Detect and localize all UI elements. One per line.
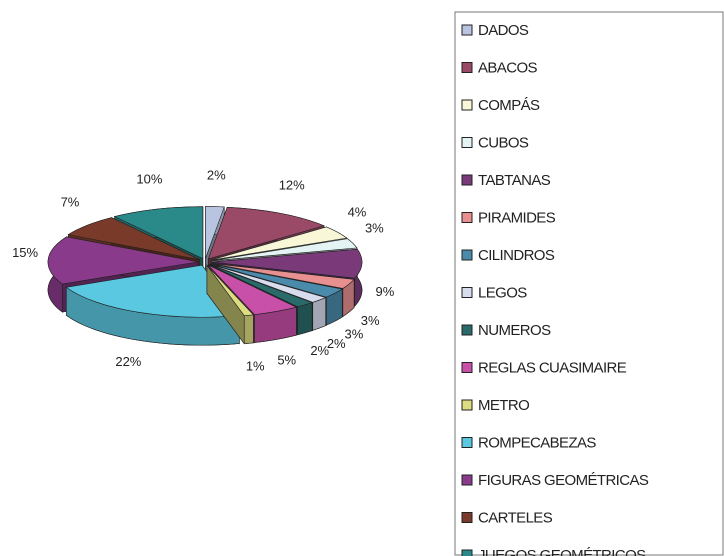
legend-label: CUBOS: [478, 134, 529, 151]
slice: [211, 248, 363, 279]
legend: DADOS ABACOS COMPÁS CUBOS TABTANAS PIRAMIDES C…: [461, 22, 649, 556]
slice: [113, 206, 204, 260]
legend-label: CILINDROS: [478, 247, 555, 264]
data-label: 7%: [61, 195, 80, 210]
legend-label: COMPÁS: [478, 97, 540, 114]
legend-swatch: [461, 474, 473, 486]
slice: [210, 226, 348, 261]
data-label: 3%: [361, 313, 380, 328]
legend-swatch: [461, 137, 473, 148]
legend-swatch: [461, 99, 473, 111]
data-label: 9%: [376, 284, 395, 299]
legend-swatch: [461, 437, 473, 448]
data-label: 4%: [348, 205, 367, 220]
legend-swatch: [461, 249, 473, 261]
data-label: 3%: [344, 326, 363, 341]
slice: [207, 264, 298, 315]
slice-edge: [297, 302, 313, 336]
data-label: 1%: [246, 358, 265, 373]
legend-label: LEGOS: [478, 284, 527, 301]
legend-label: REGLAS CUASIMAIRE: [478, 359, 627, 376]
slice-edge: [243, 314, 254, 345]
data-label: 2%: [207, 168, 226, 183]
slice: [210, 263, 344, 298]
legend-swatch: [461, 324, 473, 336]
legend-label: DADOS: [478, 22, 529, 39]
legend-swatch: [461, 24, 473, 36]
data-label: 22%: [115, 354, 141, 369]
slice: [205, 206, 225, 259]
slice: [209, 264, 314, 308]
data-label: 5%: [277, 353, 296, 368]
data-label: 10%: [136, 171, 162, 186]
legend-swatch: [461, 174, 473, 186]
legend-label: ROMPECABEZAS: [478, 434, 596, 451]
legend-swatch: [461, 512, 473, 523]
slice-edge: [312, 297, 326, 331]
slice: [206, 265, 254, 317]
data-label: 3%: [365, 220, 384, 235]
data-label: 2%: [310, 343, 329, 358]
legend-swatch: [461, 399, 473, 411]
legend-box: [454, 11, 724, 556]
legend-label: CARTELES: [478, 509, 553, 526]
data-label: 2%: [327, 336, 346, 351]
legend-label: FIGURAS GEOMÉTRICAS: [478, 472, 649, 489]
legend-label: PIRAMIDES: [478, 209, 556, 226]
legend-swatch: [461, 212, 473, 223]
legend-label: JUEGOS GEOMÉTRICOS: [478, 547, 646, 556]
legend-swatch: [461, 549, 473, 556]
legend-label: TABTANAS: [478, 172, 551, 189]
legend-label: ABACOS: [478, 59, 538, 76]
data-label: 15%: [12, 245, 38, 260]
data-label: 12%: [279, 177, 305, 192]
slice: [67, 217, 200, 260]
slice: [207, 207, 325, 260]
legend-label: NUMEROS: [478, 322, 551, 339]
slice: [47, 236, 199, 285]
legend-swatch: [461, 362, 473, 373]
legend-swatch: [461, 287, 473, 298]
legend-label: METRO: [478, 397, 529, 414]
pie: [47, 206, 363, 346]
legend-swatch: [461, 62, 473, 73]
slice: [211, 263, 355, 289]
labels: 2%12%4%3%9%3%3%2%2%5%1%22%15%7%10%: [12, 168, 395, 374]
slice: [65, 264, 240, 318]
slice: [211, 238, 358, 262]
slice: [209, 264, 327, 303]
